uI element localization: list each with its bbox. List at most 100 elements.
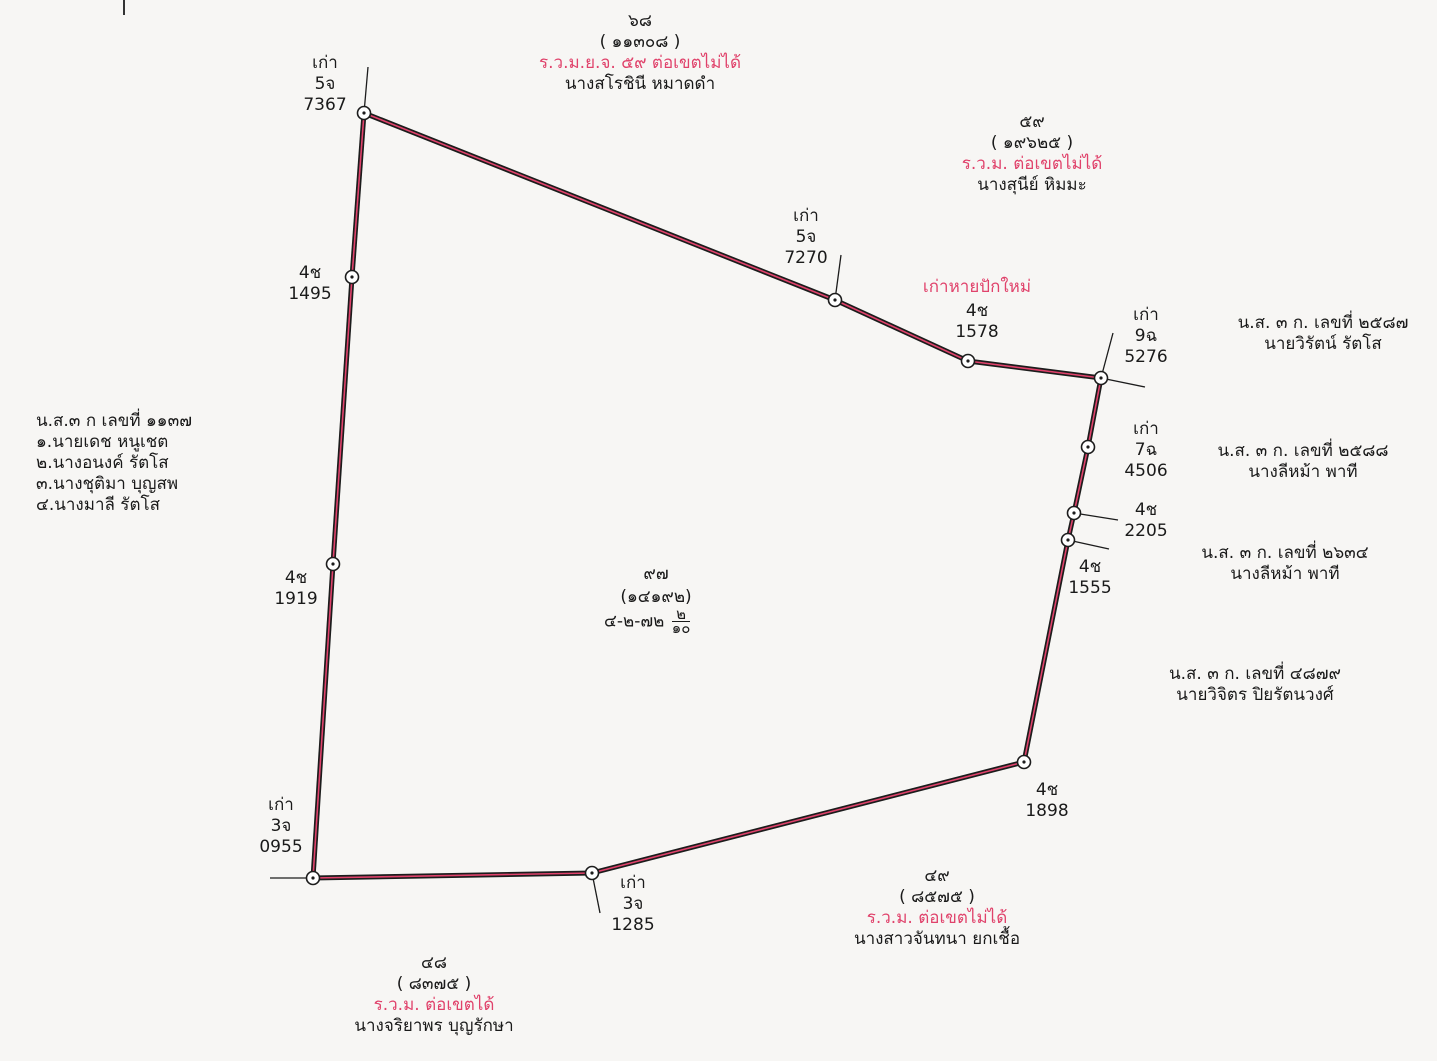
neighbor-northeast-number: ๕๙ [1019, 112, 1045, 132]
boundary-edge-pink-m4506-m2205 [1073, 446, 1089, 514]
boundary-edge-pink-m1578-m5276 [967, 360, 1102, 379]
neighbor-west: น.ส.๓ ก เลขที่ ๑๑๓๗ ๑.นายเดช หนูเชต ๒.นา… [36, 411, 192, 516]
neighbor-northeast: ๕๙ ( ๑๙๖๒๕ ) ร.ว.ม. ต่อเขตไม่ได้ นางสุนี… [962, 112, 1103, 196]
boundary-edge-pink-m1919-m1495 [332, 276, 353, 565]
marker-label-1555: 4ช 1555 [1068, 557, 1112, 598]
boundary-edge-pink-m1555-m1898 [1023, 539, 1069, 763]
marker-dot [966, 359, 970, 363]
boundary-edge-pink-m7270-m1578 [834, 299, 969, 362]
marker-dot [331, 562, 335, 566]
marker-label-0955: เก่า 3จ 0955 [259, 795, 303, 857]
marker-tick-2 [1100, 332, 1114, 379]
marker-dot [1022, 760, 1026, 764]
neighbor-east-3-doc: น.ส. ๓ ก. เลขที่ ๒๖๓๔ [1201, 543, 1369, 563]
neighbor-southeast: ๔๙ ( ๘๕๗๕ ) ร.ว.ม. ต่อเขตไม่ได้ นางสาวจั… [854, 866, 1020, 950]
neighbor-south-status: ร.ว.ม. ต่อเขตได้ [373, 995, 495, 1015]
neighbor-east-4-doc: น.ส. ๓ ก. เลขที่ ๔๘๗๙ [1168, 664, 1342, 684]
neighbor-east-2-doc: น.ส. ๓ ก. เลขที่ ๒๕๘๘ [1217, 441, 1389, 461]
boundary-marker-m1919 [325, 556, 341, 572]
neighbor-north-survey: ( ๑๑๓๐๘ ) [599, 32, 681, 52]
boundary-edge-pink-m5276-m4506 [1087, 377, 1102, 448]
marker-label-1285: เก่า 3จ 1285 [611, 873, 655, 935]
marker-dot [833, 298, 837, 302]
parcel-area-main: ๔-๒-๗๒ [604, 611, 665, 632]
marker-dot [1066, 538, 1070, 542]
neighbor-east-3: น.ส. ๓ ก. เลขที่ ๒๖๓๔ นางลีหม้า พาที [1201, 543, 1368, 585]
marker-label-4506: เก่า 7ฉ 4506 [1124, 419, 1168, 481]
neighbor-east-1-doc: น.ส. ๓ ก. เลขที่ ๒๕๘๗ [1237, 313, 1409, 333]
marker-tick-4 [1073, 512, 1119, 521]
neighbor-west-owner-4: ๔.นางมาลี รัตโส [36, 495, 160, 515]
marker-dot [1086, 445, 1090, 449]
neighbor-west-owner-3: ๓.นางชุติมา บุญสพ [36, 474, 179, 494]
boundary-marker-m1898 [1016, 754, 1032, 770]
parcel-area-fraction-num: ๒ [671, 607, 691, 622]
marker-label-7270: เก่า 5จ 7270 [784, 206, 828, 268]
parcel-area-fraction-den: ๑๐ [671, 619, 691, 637]
boundary-markers [305, 105, 1109, 886]
boundary-marker-m1555 [1060, 532, 1076, 548]
neighbor-south: ๔๘ ( ๘๓๗๕ ) ร.ว.ม. ต่อเขตได้ นางจริยาพร … [354, 953, 513, 1037]
marker-dot [311, 876, 315, 880]
marker-label-1578: 4ช 1578 [955, 301, 999, 342]
boundary-marker-m7270 [827, 292, 843, 308]
marker-label-1898: 4ช 1898 [1025, 780, 1069, 821]
neighbor-northeast-status: ร.ว.ม. ต่อเขตไม่ได้ [961, 154, 1103, 174]
boundary-marker-m5276 [1093, 370, 1109, 386]
neighbor-northeast-owner: นางสุนีย์ หิมมะ [977, 175, 1087, 195]
marker-label-1919: 4ช 1919 [274, 568, 318, 609]
boundary-marker-m7367 [356, 105, 372, 121]
boundary-edge-pink-m7367-m7270 [363, 112, 836, 301]
marker-label-7367: เก่า 5จ 7367 [303, 53, 347, 115]
marker-tick-3 [1100, 377, 1146, 388]
boundary-edge-pink-m0955-m1919 [312, 563, 334, 879]
neighbor-west-doc: น.ส.๓ ก เลขที่ ๑๑๓๗ [36, 411, 192, 431]
neighbor-east-3-owner: นางลีหม้า พาที [1230, 564, 1340, 584]
marker-tick-0 [363, 66, 369, 114]
marker-dot [1072, 511, 1076, 515]
boundary-marker-m4506 [1080, 439, 1096, 455]
marker-dot [590, 871, 594, 875]
parcel-number: ๙๗ [643, 564, 669, 584]
marker-dot [362, 111, 366, 115]
boundary-marker-m1495 [344, 269, 360, 285]
boundary-edge-pink-m1495-m7367 [351, 112, 365, 278]
marker-dot [350, 275, 354, 279]
neighbor-east-4: น.ส. ๓ ก. เลขที่ ๔๘๗๙ นายวิจิตร ปิยรัตนว… [1169, 664, 1341, 706]
boundary-marker-m1578 [960, 353, 976, 369]
boundary-edge-pink-m1285-m0955 [312, 872, 593, 879]
neighbor-west-owner-2: ๒.นางอนงค์ รัตโส [36, 453, 169, 473]
neighbor-west-owner-1: ๑.นายเดช หนูเชต [36, 432, 169, 452]
neighbor-south-number: ๔๘ [421, 953, 447, 973]
neighbor-east-2: น.ส. ๓ ก. เลขที่ ๒๕๘๘ นางลีหม้า พาที [1217, 441, 1388, 483]
marker-note-1578: เก่าหายปักใหม่ [922, 277, 1032, 297]
parcel-area: ๔-๒-๗๒ ๒ ๑๐ [604, 607, 691, 637]
boundary-marker-m0955 [305, 870, 321, 886]
neighbor-east-1-owner: นายวิรัตน์ รัตโส [1264, 334, 1382, 354]
neighbor-east-1: น.ส. ๓ ก. เลขที่ ๒๕๘๗ นายวิรัตน์ รัตโส [1238, 313, 1409, 355]
marker-tick-1 [834, 254, 842, 301]
marker-label-2205: 4ช 2205 [1124, 500, 1168, 541]
neighbor-southeast-survey: ( ๘๕๗๕ ) [899, 887, 975, 907]
parcel-area-fraction: ๒ ๑๐ [671, 607, 691, 637]
boundary-edge-pink-m1898-m1285 [591, 761, 1025, 874]
edge-mark [123, 0, 125, 15]
boundary-marker-m1285 [584, 865, 600, 881]
neighbor-north-owner: นางสโรชินี หมาดดำ [564, 74, 716, 94]
marker-label-5276: เก่า 9ฉ 5276 [1124, 305, 1168, 367]
neighbor-south-survey: ( ๘๓๗๕ ) [396, 974, 472, 994]
neighbor-southeast-status: ร.ว.ม. ต่อเขตไม่ได้ [866, 908, 1008, 928]
neighbor-north-number: ๖๘ [628, 11, 652, 31]
boundary-lines [310, 110, 1104, 881]
boundary-marker-m2205 [1066, 505, 1082, 521]
neighbor-east-4-owner: นายวิจิตร ปิยรัตนวงศ์ [1176, 685, 1334, 705]
parcel-survey-number: (๑๔๑๙๒) [620, 587, 692, 607]
neighbor-east-2-owner: นางลีหม้า พาที [1248, 462, 1358, 482]
neighbor-southeast-owner: นางสาวจันทนา ยกเชื้อ [853, 929, 1021, 949]
neighbor-southeast-number: ๔๙ [924, 866, 950, 886]
marker-dot [1099, 376, 1103, 380]
marker-label-1495: 4ช 1495 [288, 263, 332, 304]
neighbor-south-owner: นางจริยาพร บุญรักษา [354, 1016, 514, 1036]
neighbor-north: ๖๘ ( ๑๑๓๐๘ ) ร.ว.ม.ย.จ. ๕๙ ต่อเขตไม่ได้ … [539, 11, 741, 95]
